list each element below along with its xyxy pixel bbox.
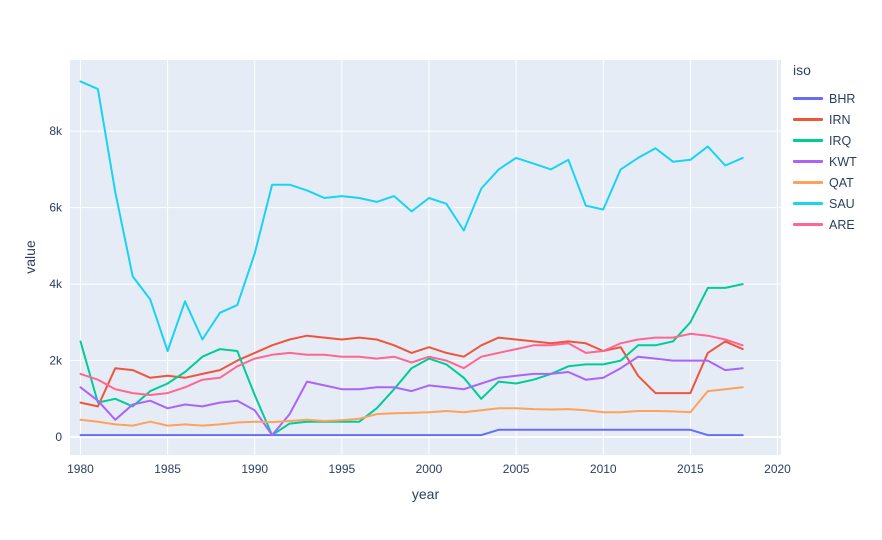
- legend-label-BHR: BHR: [829, 91, 856, 106]
- series-line-QAT: [79, 386, 744, 427]
- y-tick-label: 2k: [49, 354, 63, 368]
- legend-item-QAT[interactable]: QAT: [793, 172, 857, 193]
- x-tick-label: 1980: [67, 462, 94, 476]
- x-tick-label: 2010: [590, 462, 617, 476]
- legend-label-KWT: KWT: [829, 154, 857, 169]
- y-tick-label: 6k: [49, 201, 63, 215]
- legend-item-BHR[interactable]: BHR: [793, 88, 857, 109]
- x-tick-label: 1990: [241, 462, 268, 476]
- legend-label-ARE: ARE: [829, 217, 855, 232]
- legend-label-SAU: SAU: [829, 196, 855, 211]
- legend-item-KWT[interactable]: KWT: [793, 151, 857, 172]
- legend-swatch-BHR: [793, 97, 823, 100]
- legend-swatch-KWT: [793, 160, 823, 163]
- series-line-ARE: [79, 332, 744, 396]
- legend-item-IRN[interactable]: IRN: [793, 109, 857, 130]
- legend-swatch-IRQ: [793, 139, 823, 142]
- legend-item-IRQ[interactable]: IRQ: [793, 130, 857, 151]
- y-axis-title: value: [22, 240, 38, 274]
- x-tick-label: 2020: [764, 462, 791, 476]
- legend-swatch-SAU: [793, 202, 823, 205]
- y-tick-label: 4k: [49, 277, 63, 291]
- series-line-SAU: [79, 80, 744, 352]
- x-axis-title: year: [411, 486, 440, 502]
- legend-swatch-QAT: [793, 181, 823, 184]
- series-line-IRN: [79, 334, 744, 408]
- legend-label-IRN: IRN: [829, 112, 851, 127]
- x-tick-label: 1985: [154, 462, 181, 476]
- legend-swatch-IRN: [793, 118, 823, 121]
- legend-label-QAT: QAT: [829, 175, 854, 190]
- legend-title: iso: [793, 62, 811, 78]
- x-tick-label: 2000: [416, 462, 443, 476]
- legend: iso BHR IRN IRQ KWT QAT SAU ARE: [793, 62, 857, 235]
- y-tick-label: 0: [55, 430, 62, 444]
- plot-area[interactable]: [70, 60, 781, 455]
- series-line-BHR: [79, 428, 744, 437]
- x-tick-label: 2015: [677, 462, 704, 476]
- legend-item-SAU[interactable]: SAU: [793, 193, 857, 214]
- series-line-IRQ: [79, 283, 744, 437]
- legend-items: BHR IRN IRQ KWT QAT SAU ARE: [793, 88, 857, 235]
- y-tick-label: 8k: [49, 124, 63, 138]
- legend-item-ARE[interactable]: ARE: [793, 214, 857, 235]
- legend-swatch-ARE: [793, 223, 823, 226]
- x-tick-label: 2005: [503, 462, 530, 476]
- x-tick-label: 1995: [329, 462, 356, 476]
- series-line-KWT: [79, 355, 744, 437]
- legend-label-IRQ: IRQ: [829, 133, 852, 148]
